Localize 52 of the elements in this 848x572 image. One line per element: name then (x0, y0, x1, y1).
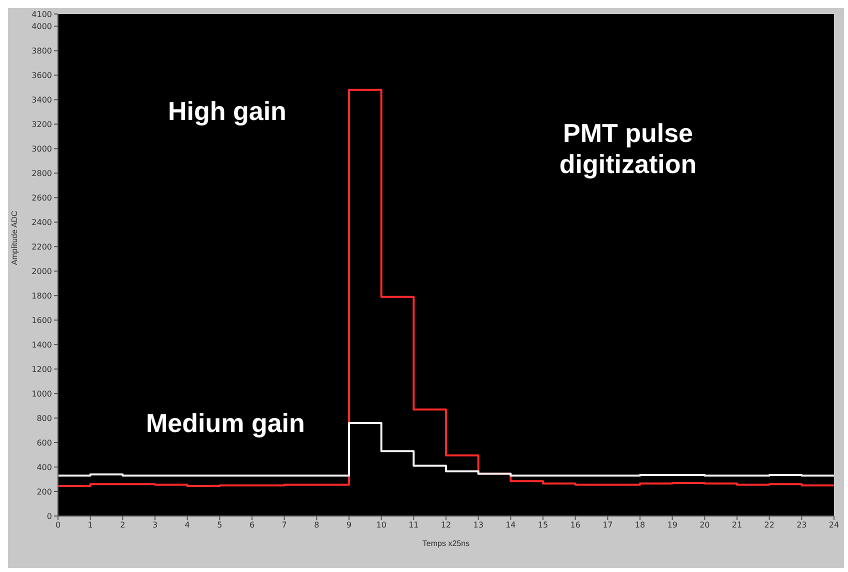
x-tick-label: 23 (796, 520, 807, 530)
y-tick-label: 3000 (32, 144, 52, 154)
x-tick-label: 10 (376, 520, 386, 530)
y-tick-label: 1000 (32, 389, 52, 398)
y-tick-label: 2800 (32, 169, 52, 178)
x-tick-label: 17 (602, 520, 613, 530)
x-tick-label: 16 (570, 520, 580, 530)
x-tick-label: 4 (184, 520, 190, 530)
y-tick-label: 1200 (32, 364, 52, 374)
y-tick-label: 3600 (32, 71, 52, 80)
x-tick-label: 3 (152, 520, 158, 530)
y-tick-label: 3400 (32, 96, 52, 105)
x-tick-label: 7 (282, 520, 287, 530)
y-tick-label: 4100 (32, 10, 52, 19)
x-tick-label: 9 (346, 520, 352, 530)
x-tick-label: 2 (120, 520, 126, 530)
x-tick-label: 0 (55, 520, 61, 530)
y-tick-label: 1800 (32, 291, 52, 300)
x-tick-label: 6 (249, 520, 255, 530)
x-tick-label: 21 (732, 520, 742, 530)
y-tick-label: 1400 (32, 340, 52, 350)
y-tick-label: 1600 (32, 316, 52, 325)
y-tick-label: 2600 (32, 194, 52, 202)
x-tick-label: 13 (473, 520, 484, 530)
x-tick-label: 15 (538, 520, 548, 530)
x-tick-label: 19 (667, 520, 678, 530)
annotation: PMT pulse digitization (558, 118, 698, 180)
x-tick-label: 12 (440, 520, 452, 530)
x-tick-label: 22 (764, 520, 774, 530)
series-label: Medium gain (146, 408, 305, 439)
y-tick-label: 2400 (32, 218, 52, 227)
y-tick-label: 4000 (32, 22, 52, 32)
x-tick-label: 14 (506, 520, 516, 530)
x-tick-label: 18 (634, 520, 646, 530)
y-tick-label: 2200 (32, 242, 52, 252)
x-tick-label: 5 (217, 520, 222, 530)
x-tick-label: 20 (700, 520, 710, 530)
y-tick-label: 0 (46, 512, 52, 521)
y-axis-title: Amplitude ADC (10, 210, 19, 265)
y-tick-label: 200 (36, 487, 52, 496)
y-tick-label: 600 (36, 438, 52, 448)
x-tick-label: 24 (828, 520, 840, 530)
x-tick-label: 8 (314, 520, 320, 530)
y-tick-label: 3800 (32, 46, 52, 56)
x-tick-label: 11 (408, 520, 419, 530)
y-tick-label: 2000 (32, 266, 52, 276)
text: High gain (168, 96, 286, 127)
y-tick-label: 400 (36, 462, 52, 472)
x-axis-title: Temps x25ns (422, 539, 470, 548)
x-tick-label: 1 (88, 520, 93, 530)
y-tick-label: 800 (36, 414, 52, 423)
y-tick-label: 3200 (32, 120, 52, 130)
